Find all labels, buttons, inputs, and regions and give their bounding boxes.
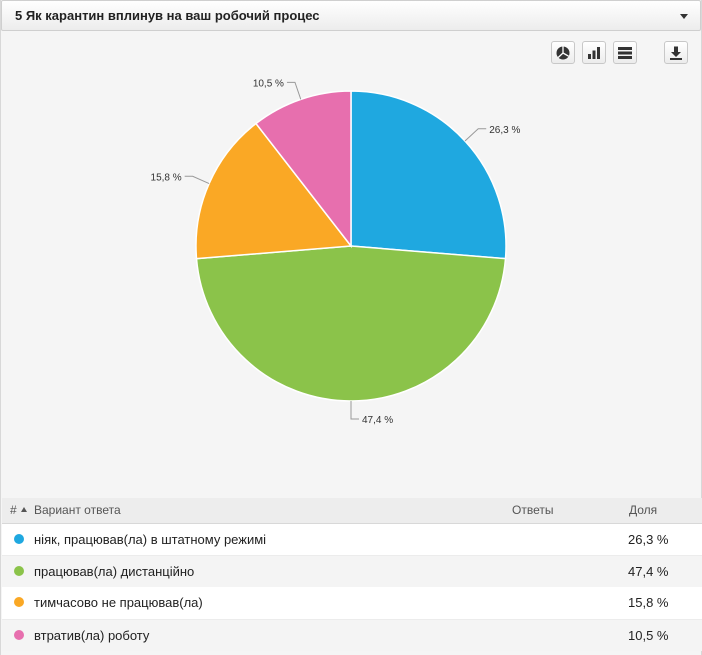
pie-slice[interactable] <box>195 122 353 260</box>
chevron-down-icon[interactable] <box>680 14 688 19</box>
label-connector <box>184 175 210 185</box>
option-share: 15,8 % <box>602 587 702 620</box>
pie-chart-button[interactable] <box>551 41 575 64</box>
label-connector <box>464 128 487 142</box>
option-answers <box>512 523 602 556</box>
slice-label: 15,8 % <box>151 172 182 183</box>
column-number-header[interactable]: # <box>2 498 34 524</box>
column-share-header[interactable]: Доля <box>602 498 702 524</box>
bar-chart-button[interactable] <box>582 41 606 64</box>
label-connector <box>350 401 359 420</box>
question-header[interactable]: 5 Як карантин вплинув на ваш робочий про… <box>1 0 701 31</box>
option-label: працював(ла) дистанційно <box>34 563 195 579</box>
results-table-header: # Вариант ответа Ответы Доля <box>2 498 702 524</box>
table-row: втратив(ла) роботу 10,5 % <box>2 619 702 651</box>
table-row: працював(ла) дистанційно 47,4 % <box>2 555 702 587</box>
option-answers <box>512 587 602 620</box>
download-button[interactable] <box>664 41 688 64</box>
sort-ascending-icon <box>20 507 27 513</box>
slice-label: 26,3 % <box>489 125 520 136</box>
legend-dot <box>14 533 24 544</box>
legend-dot <box>14 565 24 576</box>
table-view-button[interactable] <box>613 41 637 64</box>
pie-slice[interactable] <box>195 245 507 402</box>
column-answers-header[interactable]: Ответы <box>512 498 602 524</box>
option-answers <box>512 555 602 587</box>
option-share: 10,5 % <box>628 627 669 643</box>
chart-toolbar <box>551 41 688 64</box>
option-share: 47,4 % <box>628 563 669 579</box>
legend-dot <box>14 629 24 640</box>
bar-chart-icon <box>588 46 600 59</box>
option-label: тимчасово не працював(ла) <box>34 587 512 620</box>
question-title: 5 Як карантин вплинув на ваш робочий про… <box>15 8 320 23</box>
table-row: тимчасово не працював(ла) 15,8 % <box>2 587 702 620</box>
option-label: ніяк, працював(ла) в штатному режимі <box>34 523 512 556</box>
download-icon <box>670 46 682 60</box>
pie-chart: 26,3 % 47,4 % 15,8 % 10,5 % <box>151 78 521 426</box>
option-label: втратив(ла) роботу <box>34 627 150 643</box>
pie-slice[interactable] <box>350 90 507 260</box>
option-answers <box>512 619 602 651</box>
pie-chart-icon <box>556 46 570 59</box>
option-share: 26,3 % <box>602 523 702 556</box>
column-option-header[interactable]: Вариант ответа <box>34 498 512 524</box>
results-table: # Вариант ответа Ответы Доля ніяк, працю… <box>2 498 702 651</box>
table-view-icon <box>618 46 632 59</box>
label-connector <box>286 81 302 100</box>
slice-label: 47,4 % <box>362 415 393 426</box>
table-row: ніяк, працював(ла) в штатному режимі 26,… <box>2 523 702 556</box>
legend-dot <box>14 597 24 608</box>
slice-label: 10,5 % <box>253 78 284 89</box>
